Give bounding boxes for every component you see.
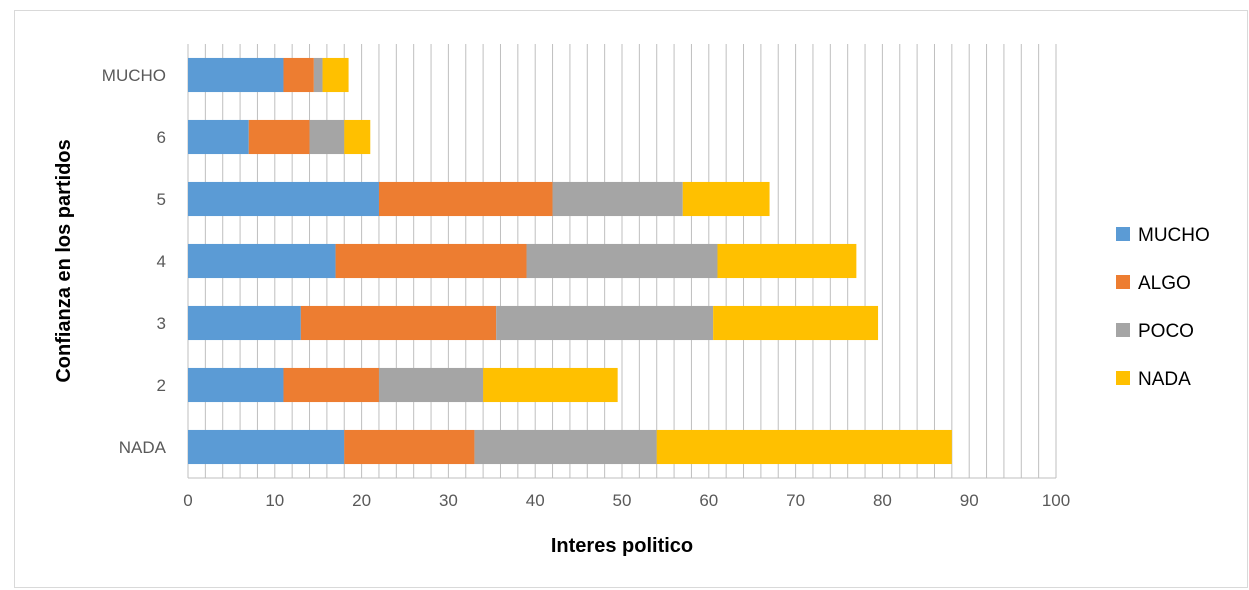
- bar-segment: [188, 305, 301, 341]
- bar-segment: [682, 181, 770, 217]
- bar-segment: [378, 181, 553, 217]
- legend-label: NADA: [1138, 369, 1191, 390]
- bar-segment: [283, 57, 314, 93]
- x-tick-label: 100: [1042, 491, 1070, 510]
- bar-segment: [656, 429, 952, 465]
- y-tick-label: 5: [157, 190, 166, 209]
- bar-segment: [717, 243, 857, 279]
- x-tick-label: 70: [786, 491, 805, 510]
- x-tick-label: 30: [439, 491, 458, 510]
- x-tick-label: 60: [699, 491, 718, 510]
- x-tick-label: 40: [526, 491, 545, 510]
- bar-segment: [188, 243, 336, 279]
- bar-segment: [378, 367, 484, 403]
- x-tick-labels: 0 10 20 30 40 50 60 70 80 90 100: [183, 491, 1070, 510]
- y-tick-label: 3: [157, 314, 166, 333]
- bar-segment: [496, 305, 714, 341]
- legend-swatch: [1116, 275, 1130, 289]
- legend-label: MUCHO: [1138, 225, 1210, 246]
- x-tick-label: 80: [873, 491, 892, 510]
- y-axis-title: Confianza en los partidos: [53, 139, 75, 382]
- bar-segment: [188, 119, 249, 155]
- legend-swatch: [1116, 323, 1130, 337]
- bar-segment: [188, 57, 284, 93]
- bar-segment: [474, 429, 657, 465]
- bars: [188, 57, 952, 465]
- bar-segment: [344, 119, 371, 155]
- bar-segment: [188, 181, 379, 217]
- x-tick-label: 20: [352, 491, 371, 510]
- chart-frame: [14, 10, 1248, 588]
- x-axis-title: Interes politico: [551, 535, 693, 557]
- y-tick-label: 6: [157, 128, 166, 147]
- y-tick-label: NADA: [119, 438, 167, 457]
- x-tick-label: 90: [960, 491, 979, 510]
- y-tick-label: 4: [157, 252, 166, 271]
- x-tick-label: 10: [265, 491, 284, 510]
- bar-segment: [552, 181, 683, 217]
- bar-segment: [335, 243, 527, 279]
- legend-swatch: [1116, 227, 1130, 241]
- bar-segment: [483, 367, 618, 403]
- bar-segment: [322, 57, 349, 93]
- x-tick-label: 50: [613, 491, 632, 510]
- bar-segment: [713, 305, 879, 341]
- legend-label: POCO: [1138, 321, 1194, 342]
- legend-swatch: [1116, 371, 1130, 385]
- bar-segment: [526, 243, 718, 279]
- x-tick-label: 0: [183, 491, 192, 510]
- y-tick-label: 2: [157, 376, 166, 395]
- bar-segment: [309, 119, 345, 155]
- bar-segment: [188, 367, 284, 403]
- bar-segment: [188, 429, 345, 465]
- bar-segment: [344, 429, 475, 465]
- y-tick-label: MUCHO: [102, 66, 166, 85]
- legend: MUCHO ALGO POCO NADA: [1116, 225, 1210, 390]
- bar-segment: [313, 57, 323, 93]
- bar-segment: [283, 367, 379, 403]
- bar-segment: [248, 119, 310, 155]
- y-tick-labels: MUCHO 6 5 4 3 2 NADA: [102, 66, 167, 457]
- bar-segment: [300, 305, 497, 341]
- legend-label: ALGO: [1138, 273, 1191, 294]
